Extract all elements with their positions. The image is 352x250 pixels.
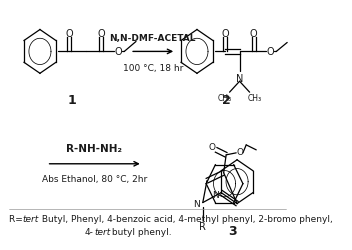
Text: N,N-DMF-ACETAL: N,N-DMF-ACETAL: [109, 34, 196, 43]
Text: O: O: [115, 47, 122, 57]
Text: O: O: [250, 28, 258, 38]
Text: 1: 1: [67, 93, 76, 106]
Text: R: R: [199, 222, 206, 232]
Text: O: O: [97, 28, 105, 38]
Text: Abs Ethanol, 80 °C, 2hr: Abs Ethanol, 80 °C, 2hr: [42, 174, 147, 184]
Text: 2: 2: [222, 93, 231, 106]
Text: CH₃: CH₃: [218, 93, 232, 102]
Text: tert: tert: [94, 227, 111, 236]
Text: butyl phenyl.: butyl phenyl.: [109, 227, 172, 236]
Text: O: O: [65, 28, 73, 38]
Text: Butyl, Phenyl, 4-benzoic acid, 4-methyl phenyl, 2-bromo phenyl,: Butyl, Phenyl, 4-benzoic acid, 4-methyl …: [39, 214, 333, 223]
Text: R=: R=: [9, 214, 26, 223]
Text: N: N: [236, 74, 243, 84]
Text: 100 °C, 18 hr: 100 °C, 18 hr: [122, 64, 183, 72]
Text: O: O: [237, 148, 244, 157]
Text: 4-: 4-: [84, 227, 93, 236]
Text: tert: tert: [23, 214, 39, 223]
Text: CH₃: CH₃: [247, 93, 262, 102]
Text: O: O: [221, 28, 229, 38]
Text: O: O: [267, 47, 274, 57]
Text: N: N: [212, 190, 219, 199]
Text: N: N: [193, 199, 200, 208]
Text: R-NH-NH₂: R-NH-NH₂: [66, 143, 122, 153]
Text: O: O: [208, 143, 215, 152]
Text: 3: 3: [228, 224, 237, 237]
